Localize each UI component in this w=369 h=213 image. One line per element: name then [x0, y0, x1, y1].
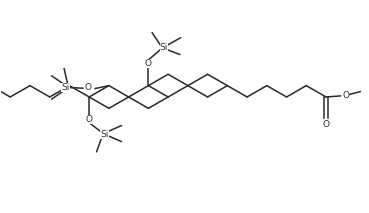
Text: O: O [342, 91, 349, 100]
Text: O: O [323, 119, 330, 129]
Text: Si: Si [61, 83, 70, 92]
Text: O: O [145, 59, 152, 68]
Text: O: O [85, 83, 92, 92]
Text: O: O [86, 115, 93, 124]
Text: Si: Si [100, 130, 109, 139]
Text: Si: Si [160, 43, 168, 52]
